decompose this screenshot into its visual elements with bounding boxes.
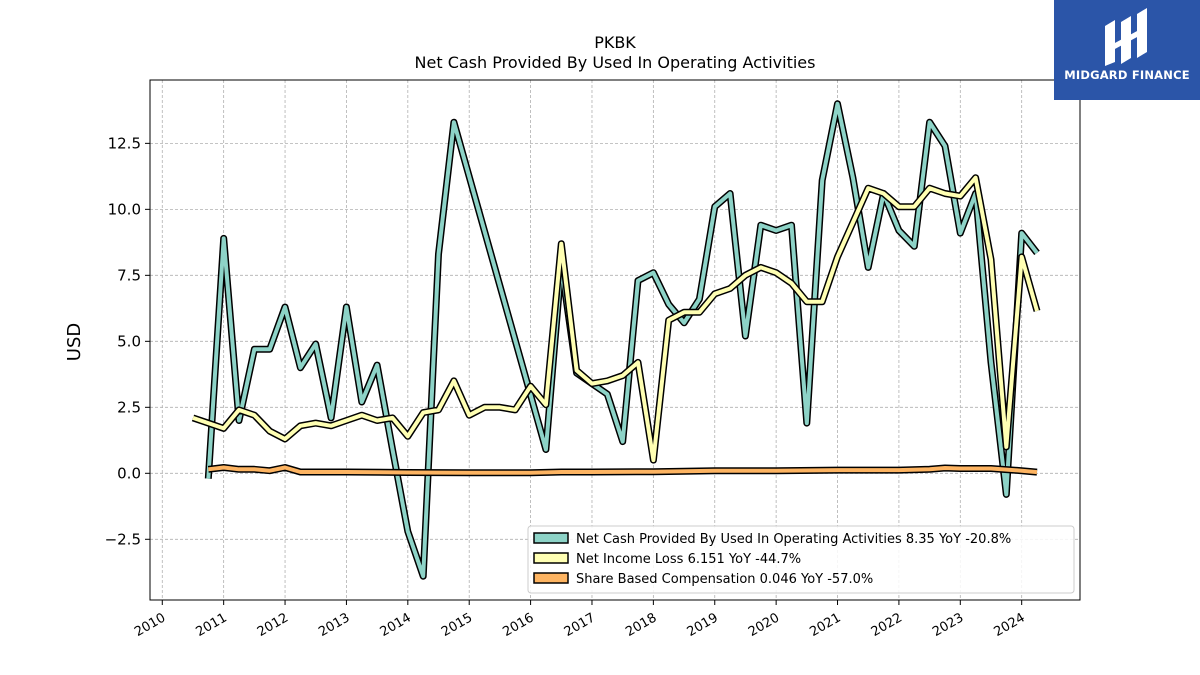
logo-text: MIDGARD FINANCE — [1064, 68, 1190, 82]
y-tick-label: −2.5 — [105, 530, 141, 548]
series-line-net-income-loss — [192, 175, 1039, 463]
legend: Net Cash Provided By Used In Operating A… — [527, 525, 1075, 594]
legend-swatch — [533, 552, 569, 564]
x-tick-label: 2018 — [623, 610, 659, 640]
grid — [150, 80, 1080, 600]
x-tick-label: 2011 — [194, 610, 230, 640]
legend-entry: Net Cash Provided By Used In Operating A… — [576, 532, 1011, 547]
x-tick-label: 2013 — [316, 610, 352, 640]
y-axis-label: USD — [64, 323, 85, 361]
series-line-share-based-compensation — [208, 465, 1038, 475]
x-tick-label: 2024 — [992, 610, 1028, 640]
x-axis: 2010 2011 2012 2013 2014 2015 2016 2017 2018 2019… — [132, 600, 1028, 640]
y-axis: −2.5 0.0 2.5 5.0 7.5 10.0 12.5 — [105, 134, 150, 548]
x-tick-label: 2017 — [562, 610, 598, 640]
x-tick-label: 2016 — [500, 610, 536, 640]
logo-mark-icon — [1105, 8, 1147, 66]
series-group — [191, 100, 1041, 580]
x-tick-label: 2023 — [930, 610, 966, 640]
x-tick-label: 2022 — [869, 610, 905, 640]
chart-subtitle: Net Cash Provided By Used In Operating A… — [415, 53, 816, 72]
legend-swatch — [533, 572, 569, 584]
legend-box — [527, 525, 1075, 594]
x-tick-label: 2014 — [378, 610, 414, 640]
y-tick-label: 12.5 — [108, 134, 141, 152]
series-line-net-cash-provided-by-used-in-operating-activities — [206, 101, 1039, 579]
x-tick-label: 2010 — [132, 610, 168, 640]
legend-entry: Net Income Loss 6.151 YoY -44.7% — [576, 552, 801, 567]
x-tick-label: 2019 — [685, 610, 721, 640]
y-tick-label: 2.5 — [117, 398, 141, 416]
x-tick-label: 2020 — [746, 610, 782, 640]
x-tick-label: 2015 — [439, 610, 475, 640]
y-tick-label: 7.5 — [117, 266, 141, 284]
legend-entry: Share Based Compensation 0.046 YoY -57.0… — [576, 572, 873, 587]
series-outline-net-cash-provided-by-used-in-operating-activities — [204, 100, 1040, 580]
series-layer — [191, 100, 1041, 580]
x-tick-label: 2012 — [255, 610, 291, 640]
y-tick-label: 0.0 — [117, 464, 141, 482]
midgard-finance-logo: MIDGARD FINANCE — [1054, 0, 1200, 100]
x-tick-label: 2021 — [807, 610, 843, 640]
y-tick-label: 10.0 — [108, 200, 141, 218]
y-tick-label: 5.0 — [117, 332, 141, 350]
plot-frame — [149, 79, 1081, 601]
chart-title: PKBK — [594, 33, 636, 52]
legend-swatch — [533, 532, 569, 544]
